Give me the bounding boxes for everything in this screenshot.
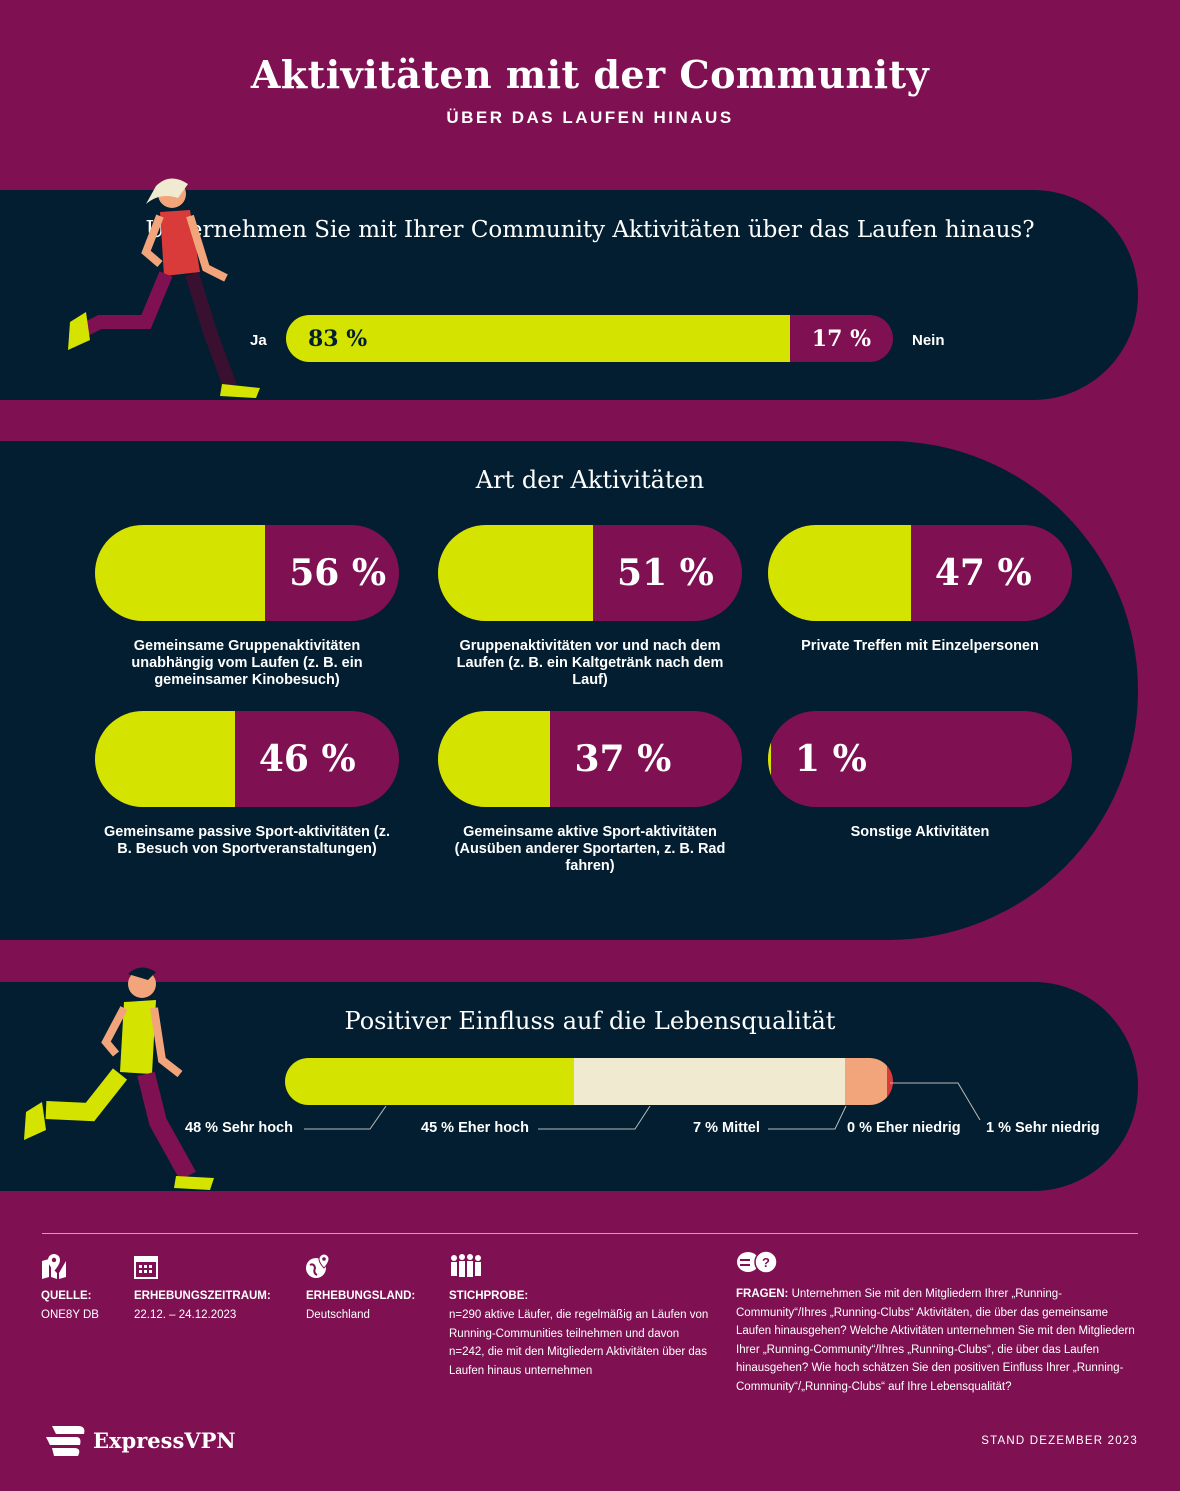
chart3-title: Positiver Einfluss auf die Lebensqualitä… [344, 1007, 836, 1035]
brand-name: ExpressVPN [93, 1428, 236, 1453]
people-icon [451, 1254, 481, 1277]
svg-text:?: ? [762, 1255, 770, 1270]
activity-bar-fill [438, 711, 551, 807]
no-value: 17 % [811, 325, 871, 352]
quality-segment [285, 1058, 574, 1105]
questions-text: FRAGEN: Unternehmen Sie mit den Mitglied… [736, 1285, 1141, 1396]
no-label: Nein [912, 332, 945, 349]
chat-question-icon: ? [737, 1250, 778, 1274]
runner-woman-illustration [68, 178, 260, 398]
source-value: ONE8Y DB [41, 1309, 99, 1321]
quality-segment [573, 1058, 845, 1105]
quality-segment [844, 1058, 887, 1105]
activity-value: 1 % [795, 738, 867, 780]
activity-pill: 37 % [438, 711, 742, 807]
activity-bar-fill [95, 711, 235, 807]
source-label: QUELLE: [41, 1290, 92, 1302]
activity-value: 37 % [574, 738, 672, 780]
quality-label: 48 % Sehr hoch [185, 1120, 293, 1136]
stand-date: STAND DEZEMBER 2023 [981, 1435, 1138, 1447]
questions-label: FRAGEN: [736, 1288, 789, 1300]
activity-label: Private Treffen mit Einzelpersonen [801, 638, 1039, 654]
activity-bar-fill [768, 711, 772, 807]
calendar-icon [134, 1256, 158, 1279]
runner-man-illustration [24, 967, 214, 1190]
country-value: Deutschland [306, 1309, 370, 1321]
activity-pill: 1 % [768, 711, 1072, 807]
bar-segment-yes: 83 % [286, 315, 790, 362]
activity-pill: 47 % [768, 525, 1072, 621]
activity-value: 51 % [617, 552, 714, 594]
quality-label: 45 % Eher hoch [421, 1120, 529, 1136]
activity-label: Gemeinsame aktive Sport-aktivitäten (Aus… [454, 824, 726, 874]
sample-value: n=290 aktive Läufer, die regelmäßig an L… [449, 1309, 709, 1377]
participation-bar: 83 % 17 % [286, 315, 893, 362]
activity-bar-fill [768, 525, 911, 621]
activity-bar-fill [95, 525, 266, 621]
period-value: 22.12. – 24.12.2023 [134, 1309, 237, 1321]
sample-label: STICHPROBE: [449, 1290, 529, 1302]
chart1-title: Unternehmen Sie mit Ihrer Community Akti… [145, 217, 1035, 243]
activity-value: 46 % [258, 738, 356, 780]
activities-panel [0, 441, 1138, 940]
period-label: ERHEBUNGSZEITRAUM: [134, 1290, 271, 1302]
activity-pill: 46 % [95, 711, 399, 807]
page-title: Aktivitäten mit der Community [250, 52, 930, 97]
quality-label: 1 % Sehr niedrig [986, 1120, 1100, 1136]
activity-bar-fill [438, 525, 594, 621]
activity-label: Gemeinsame passive Sport-aktivitäten (z.… [103, 824, 391, 857]
quality-label: 0 % Eher niedrig [847, 1120, 961, 1136]
questions-value: Unternehmen Sie mit den Mitgliedern Ihre… [736, 1288, 1135, 1393]
footer-divider [42, 1233, 1138, 1234]
globe-pin-icon [306, 1253, 330, 1278]
activity-value: 47 % [934, 552, 1032, 594]
expressvpn-logo-icon [46, 1426, 85, 1456]
quality-segment [886, 1058, 893, 1105]
chart2-title: Art der Aktivitäten [475, 466, 705, 494]
activity-pill: 51 % [438, 525, 742, 621]
activity-label: Gemeinsame Gruppenaktivitäten unabhängig… [131, 638, 363, 688]
leader-lines [304, 1082, 981, 1130]
bar-segment-no: 17 % [789, 315, 893, 362]
activity-pill: 56 % [95, 525, 399, 621]
activity-label: Sonstige Aktivitäten [850, 824, 990, 840]
page-subtitle: ÜBER DAS LAUFEN HINAUS [446, 108, 734, 127]
quality-bar [285, 1058, 893, 1105]
quality-label: 7 % Mittel [693, 1120, 760, 1136]
yes-label: Ja [250, 332, 267, 349]
country-label: ERHEBUNGSLAND: [306, 1290, 416, 1302]
activity-label: Gruppenaktivitäten vor und nach dem Lauf… [456, 638, 724, 688]
map-pin-icon [42, 1254, 66, 1279]
yes-value: 83 % [308, 325, 368, 352]
activity-value: 56 % [289, 552, 387, 594]
